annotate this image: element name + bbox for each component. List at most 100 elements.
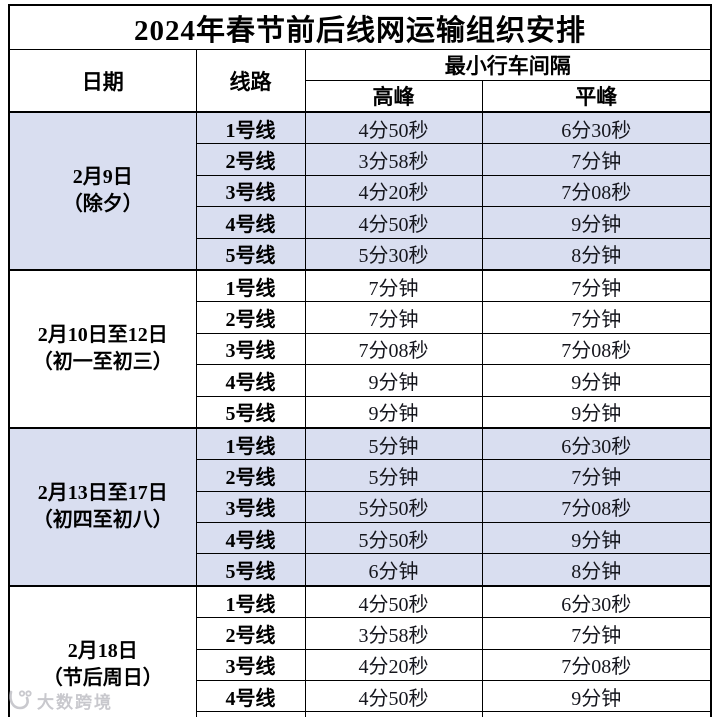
peak-interval: 4分20秒 (304, 648, 483, 682)
offpeak-interval: 7分钟 (481, 143, 712, 176)
line-name: 2号线 (195, 617, 306, 650)
schedule-table: 2024年春节前后线网运输组织安排 日期 线路 最小行车间隔 高峰 平峰 2月9… (8, 4, 713, 717)
date-subtext: （节后周日） (42, 666, 163, 689)
date-text: 2月18日 (67, 639, 138, 662)
peak-interval: 7分钟 (304, 301, 483, 334)
date-subtext: （初四至初八） (32, 508, 173, 531)
offpeak-interval: 8分钟 (481, 553, 712, 587)
header-row-2: 高峰 平峰 (9, 80, 712, 113)
offpeak-interval: 9分钟 (481, 206, 712, 239)
table-row: 3号线 7分08秒 7分08秒 (9, 332, 712, 366)
line-name: 1号线 (195, 111, 306, 145)
peak-interval: 4分50秒 (304, 680, 483, 713)
date-text: 2月9日 (72, 165, 133, 188)
table-row: 5号线 6分钟 8分钟 (9, 553, 712, 587)
table-row: 3号线 4分20秒 7分08秒 (9, 648, 712, 682)
line-name: 3号线 (195, 332, 306, 366)
peak-interval: 5分钟 (304, 459, 483, 492)
column-header-interval: 最小行车间隔 (304, 49, 712, 81)
line-name: 4号线 (195, 206, 306, 239)
offpeak-interval: 7分08秒 (481, 648, 712, 682)
line-name: 4号线 (195, 680, 306, 713)
offpeak-interval: 7分钟 (481, 617, 712, 650)
table-row: 3号线 4分20秒 7分08秒 (9, 174, 712, 208)
offpeak-interval: 6分30秒 (481, 426, 712, 461)
line-name: 2号线 (195, 301, 306, 334)
line-name: 3号线 (195, 648, 306, 682)
column-header-peak: 高峰 (304, 80, 483, 113)
table-row: 2号线 3分58秒 7分钟 (9, 617, 712, 650)
date-cell-group-1: 2月9日 （除夕） (8, 111, 197, 271)
table-row: 2号线 5分钟 7分钟 (9, 459, 712, 492)
line-name: 2号线 (195, 459, 306, 492)
line-name: 1号线 (195, 268, 306, 303)
offpeak-interval: 9分钟 (481, 522, 712, 555)
peak-interval: 7分钟 (304, 268, 483, 303)
line-name: 3号线 (195, 490, 306, 524)
peak-interval: 9分钟 (304, 364, 483, 397)
table-row: 2号线 3分58秒 7分钟 (9, 143, 712, 176)
line-name: 5号线 (195, 237, 306, 271)
offpeak-interval: 7分钟 (481, 268, 712, 303)
offpeak-interval: 9分钟 (481, 364, 712, 397)
table-row: 4号线 4分50秒 9分钟 (9, 680, 712, 713)
table-row: 4号线 4分50秒 9分钟 (9, 206, 712, 239)
offpeak-interval: 6分30秒 (481, 584, 712, 619)
offpeak-interval: 8分钟 (481, 711, 712, 717)
date-cell-group-4: 2月18日 （节后周日） (8, 584, 197, 717)
date-text: 2月10日至12日 (37, 323, 168, 346)
header-row-1: 日期 线路 最小行车间隔 (8, 49, 712, 113)
peak-interval: 3分58秒 (304, 617, 483, 650)
offpeak-interval: 7分钟 (481, 301, 712, 334)
peak-interval: 9分钟 (304, 395, 483, 429)
peak-interval: 6分钟 (304, 553, 483, 587)
line-name: 5号线 (195, 395, 306, 429)
table-row: 2月13日至17日 （初四至初八） 1号线 5分钟 6分30秒 (8, 426, 712, 587)
offpeak-interval: 9分钟 (481, 680, 712, 713)
peak-interval: 4分20秒 (304, 174, 483, 208)
line-name: 1号线 (195, 426, 306, 461)
table-row: 5号线 5分30秒 8分钟 (9, 711, 712, 717)
peak-interval: 4分50秒 (304, 584, 483, 619)
peak-interval: 5分30秒 (304, 711, 483, 717)
line-name: 5号线 (195, 553, 306, 587)
title-row: 2024年春节前后线网运输组织安排 (8, 4, 712, 50)
date-subtext: （除夕） (62, 192, 143, 215)
column-header-line: 线路 (195, 49, 306, 113)
table-row: 2月10日至12日 （初一至初三） 1号线 7分钟 7分钟 (8, 268, 712, 429)
date-subtext: （初一至初三） (32, 350, 173, 373)
line-name: 4号线 (195, 522, 306, 555)
peak-interval: 4分50秒 (304, 111, 483, 145)
date-text: 2月13日至17日 (37, 481, 168, 504)
line-name: 4号线 (195, 364, 306, 397)
table-row: 2月18日 （节后周日） 1号线 4分50秒 6分30秒 (8, 584, 712, 717)
offpeak-interval: 7分08秒 (481, 490, 712, 524)
offpeak-interval: 9分钟 (481, 395, 712, 429)
date-cell-group-3: 2月13日至17日 （初四至初八） (8, 426, 197, 587)
offpeak-interval: 7分08秒 (481, 174, 712, 208)
peak-interval: 3分58秒 (304, 143, 483, 176)
line-name: 5号线 (195, 711, 306, 717)
peak-interval: 5分50秒 (304, 490, 483, 524)
offpeak-interval: 7分08秒 (481, 332, 712, 366)
peak-interval: 5分钟 (304, 426, 483, 461)
peak-interval: 4分50秒 (304, 206, 483, 239)
offpeak-interval: 8分钟 (481, 237, 712, 271)
offpeak-interval: 6分30秒 (481, 111, 712, 145)
table-row: 5号线 5分30秒 8分钟 (9, 237, 712, 271)
page-title: 2024年春节前后线网运输组织安排 (8, 4, 712, 50)
table-row: 3号线 5分50秒 7分08秒 (9, 490, 712, 524)
peak-interval: 5分30秒 (304, 237, 483, 271)
column-header-date: 日期 (8, 49, 197, 113)
offpeak-interval: 7分钟 (481, 459, 712, 492)
line-name: 2号线 (195, 143, 306, 176)
table-row: 4号线 5分50秒 9分钟 (9, 522, 712, 555)
date-cell-group-2: 2月10日至12日 （初一至初三） (8, 268, 197, 429)
peak-interval: 5分50秒 (304, 522, 483, 555)
column-header-offpeak: 平峰 (481, 80, 712, 113)
line-name: 1号线 (195, 584, 306, 619)
table-row: 4号线 9分钟 9分钟 (9, 364, 712, 397)
peak-interval: 7分08秒 (304, 332, 483, 366)
line-name: 3号线 (195, 174, 306, 208)
